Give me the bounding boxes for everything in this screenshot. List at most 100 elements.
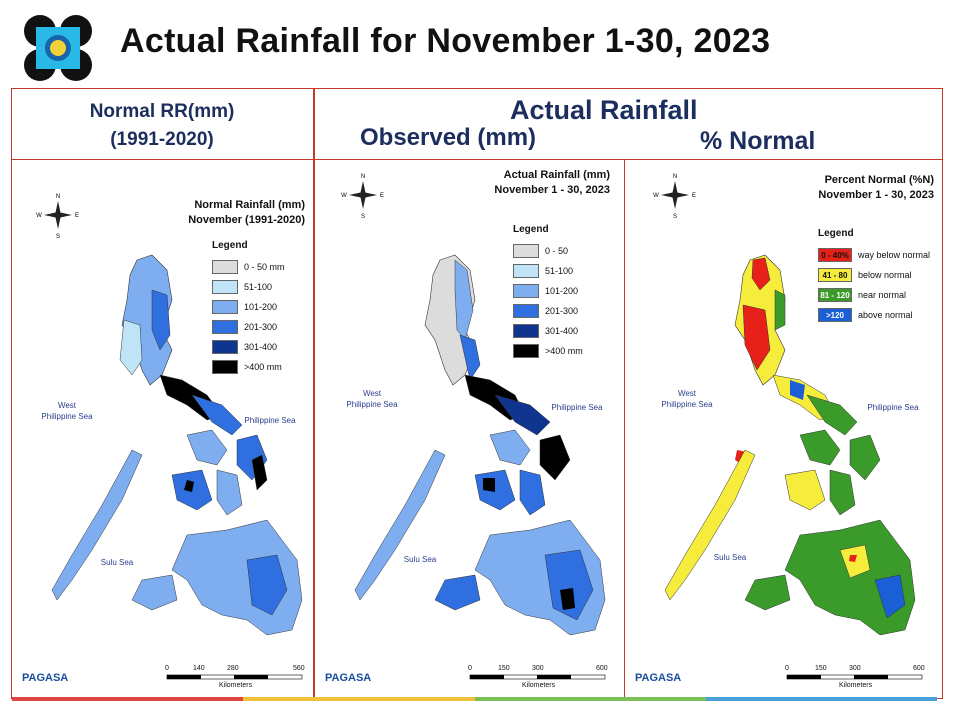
observed-header: Observed (mm) [360,124,537,151]
compass-rose-icon: N S W E [36,194,79,240]
percent-map-title-line2: November 1 - 30, 2023 [818,189,934,201]
sea-label-phil: Philippine Sea [551,403,603,412]
scale-tick: 300 [532,665,544,672]
legend-swatch: 81 - 120 [818,288,852,302]
sea-label-phil: Philippine Sea [244,416,296,425]
svg-text:E: E [692,193,696,199]
sea-label-west2: Philippine Sea [661,400,713,409]
legend-label: 51-100 [545,266,574,276]
pagasa-logo: PAGASA [325,672,372,684]
scale-tick: 560 [293,665,305,672]
mindanao-landmass [744,519,916,636]
normal-legend: Legend 0 - 50 mm 51-100 101-200 201-300 … [212,240,285,377]
legend-swatch: 0 - 40% [818,248,852,262]
legend-item: 201-300 [212,317,285,337]
visayas-landmass [735,429,881,516]
scale-tick: 280 [227,665,239,672]
frame-top-right [314,88,943,160]
scale-unit: Kilometers [219,682,253,689]
scale-tick: 150 [815,665,827,672]
scale-tick: 600 [596,665,608,672]
map-sea-labels: West Philippine Sea Philippine Sea Sulu … [661,389,919,562]
sea-label-west2: Philippine Sea [346,400,398,409]
legend-item: 0 - 50 [513,241,583,261]
legend-swatch: >120 [818,308,852,322]
svg-text:W: W [653,193,659,199]
observed-rainfall-map: N S W E West Philippine Sea [341,174,606,680]
legend-item: 81 - 120 near normal [818,285,930,305]
scale-tick: 0 [165,665,169,672]
sea-label-phil: Philippine Sea [867,403,919,412]
svg-text:S: S [361,214,365,220]
legend-item: 301-400 [513,321,583,341]
legend-title: Legend [212,240,248,251]
legend-label: below normal [858,270,912,280]
pagasa-logo: PAGASA [22,672,69,684]
scale-tick: 0 [785,665,789,672]
svg-text:E: E [380,193,384,199]
stripe-red [12,697,244,701]
svg-text:N: N [56,194,60,200]
observed-legend: Legend 0 - 50 51-100 101-200 201-300 301… [513,224,583,361]
legend-title: Legend [513,224,549,235]
legend-label: 101-200 [244,302,278,312]
scale-unit: Kilometers [522,682,556,689]
legend-item: 0 - 50 mm [212,257,285,277]
legend-label: 51-100 [244,282,273,292]
observed-map-title: Actual Rainfall (mm) November 1 - 30, 20… [494,168,610,198]
normal-rainfall-map-panel: N S W E West [12,160,313,705]
sea-label-west2: Philippine Sea [41,412,93,421]
visayas-landmass [474,429,571,516]
normal-rainfall-map: N S W E West [36,194,303,680]
visayas-landmass [171,429,268,516]
legend-swatch: 41 - 80 [818,268,852,282]
svg-text:N: N [361,174,365,180]
legend-item: 201-300 [513,301,583,321]
sea-label-sulu: Sulu Sea [404,555,437,564]
legend-item: >400 mm [513,341,583,361]
stripe-blue [705,697,937,701]
scale-tick: 600 [913,665,925,672]
page-title: Actual Rainfall for November 1-30, 2023 [120,22,771,60]
sea-label-west: West [363,389,382,398]
legend-item: 0 - 40% way below normal [818,245,930,265]
palawan-landmass [664,449,756,601]
scale-tick: 140 [193,665,205,672]
percent-normal-map: N S W E West [653,174,923,680]
svg-text:E: E [75,213,79,219]
scale-bar [166,674,303,680]
scale-unit: Kilometers [839,682,873,689]
mindanao-landmass [131,519,303,636]
sea-label-sulu: Sulu Sea [101,558,134,567]
stripe-yellow [243,697,475,701]
legend-item: >120 above normal [818,305,930,325]
dost-logo [22,14,94,82]
pagasa-logo: PAGASA [635,672,682,684]
palawan-landmass [354,449,446,601]
legend-label: >400 mm [545,346,583,356]
percent-header: % Normal [700,127,816,155]
sea-label-west: West [58,401,77,410]
legend-label: 0 - 50 mm [244,262,285,272]
luzon-landmass [424,254,551,436]
scale-bar [786,674,923,680]
bottom-color-stripe [12,697,937,701]
legend-label: near normal [858,290,907,300]
normal-header-line1: Normal RR(mm) [89,101,235,122]
normal-header-line2: (1991-2020) [110,129,214,150]
legend-item: 51-100 [513,261,583,281]
compass-rose-icon: N S W E [341,174,384,220]
legend-item: 51-100 [212,277,285,297]
svg-text:S: S [56,234,60,240]
svg-text:N: N [673,174,677,180]
legend-title: Legend [818,228,854,239]
actual-header: Actual Rainfall [510,95,698,125]
scale-bar [469,674,606,680]
legend-label: 201-300 [545,306,579,316]
stripe-green [474,697,706,701]
palawan-landmass [51,449,143,601]
legend-item: 101-200 [513,281,583,301]
legend-label: 201-300 [244,322,278,332]
legend-label: 101-200 [545,286,579,296]
legend-label: 301-400 [244,342,278,352]
